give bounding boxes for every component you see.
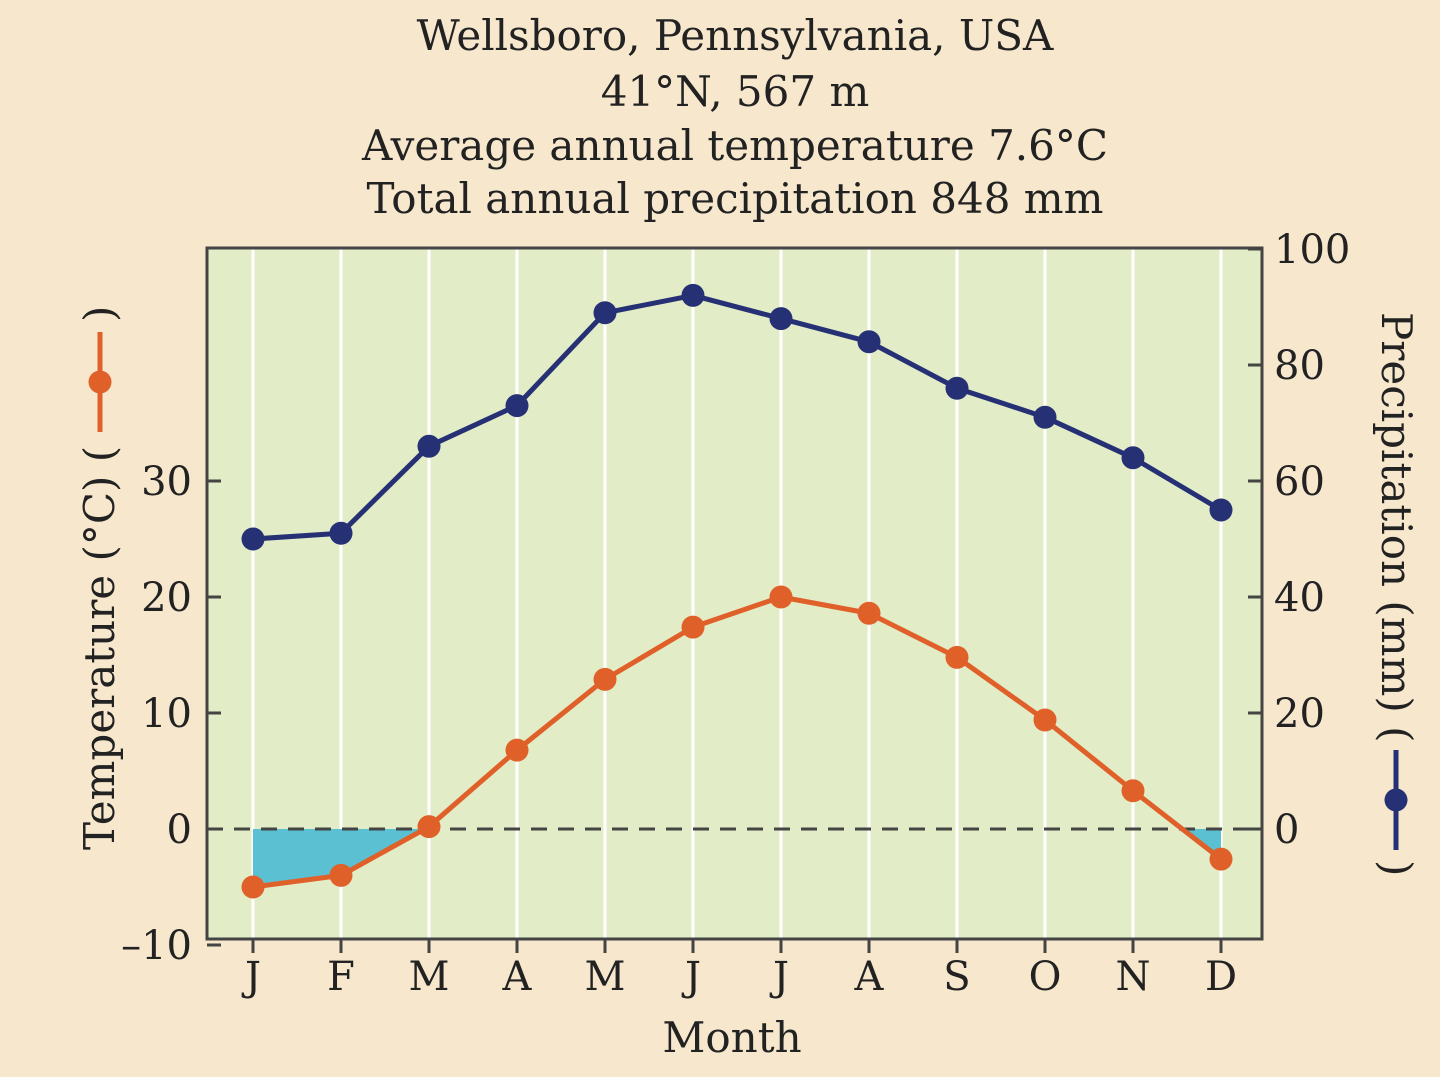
month-gridlines [251,248,1223,939]
precipitation-point-4 [505,394,529,418]
x-tick-label-1: J [241,954,261,1000]
plot-frame [205,246,1264,941]
temperature-point-12 [1209,847,1233,871]
precipitation-line [252,292,1223,542]
right-tick-label-2: 20 [1274,691,1325,737]
x-tick-label-7: J [769,954,789,1000]
x-tick-label-11: N [1116,954,1151,1000]
x-tick-label-9: S [943,954,970,1000]
precipitation-point-12 [1209,498,1233,522]
temperature-point-5 [593,667,617,691]
left-axis-label: Temperature (°C) ( [75,446,124,850]
temperature-point-4 [505,738,529,762]
right-tick-label-6: 100 [1274,227,1350,273]
title-line-3: Average annual temperature 7.6°C [361,121,1108,170]
precipitation-point-7 [769,307,793,331]
x-tick-label-8: A [854,954,885,1000]
right-tick-label-3: 40 [1274,575,1325,621]
temperature-point-1 [241,875,265,899]
precipitation-point-2 [329,521,353,545]
frost-area-1 [253,829,425,887]
left-tick-label-2: 0 [167,807,192,853]
temperature-point-11 [1121,779,1145,803]
left-axis-label-group: Temperature (°C) () [75,306,124,850]
plot-area [207,248,1262,939]
temperature-point-2 [329,863,353,887]
left-tick-label-3: 10 [141,691,192,737]
temperature-axis: –10 0 10 20 30 [121,459,221,969]
title-line-2: 41°N, 567 m [601,67,870,116]
x-tick-label-3: M [409,954,450,1000]
x-tick-label-2: F [327,954,355,1000]
title-line-1: Wellsboro, Pennsylvania, USA [417,11,1054,60]
temperature-point-3 [417,815,441,839]
precipitation-point-1 [241,527,265,551]
left-tick-label-5: 30 [141,459,192,505]
right-tick-label-5: 80 [1274,343,1325,389]
precipitation-axis: 0 20 40 60 80 100 [1248,227,1350,853]
x-tick-label-12: D [1205,954,1237,1000]
title-line-4: Total annual precipitation 848 mm [367,174,1104,223]
precipitation-point-10 [1033,405,1057,429]
precipitation-legend-marker [1384,788,1408,812]
temperature-legend-marker [88,370,112,394]
precipitation-point-9 [945,376,969,400]
right-tick-label-1: 0 [1274,807,1299,853]
left-tick-label-4: 20 [141,575,192,621]
right-axis-label-group: Precipitation (mm) () [1372,312,1421,876]
temperature-point-8 [857,601,881,625]
right-axis-label-close: ) [1372,860,1421,876]
x-tick-label-5: M [585,954,626,1000]
precipitation-point-5 [593,301,617,325]
x-tick-label-10: O [1029,954,1062,1000]
left-tick-label-1: –10 [121,923,192,969]
precipitation-point-3 [417,434,441,458]
precipitation-point-6 [681,283,705,307]
right-axis-label: Precipitation (mm) ( [1372,312,1421,743]
temperature-point-9 [945,645,969,669]
temperature-point-6 [681,615,705,639]
precipitation-point-8 [857,330,881,354]
temperature-point-7 [769,585,793,609]
x-axis-label: Month [662,1013,801,1062]
chart-title: Wellsboro, Pennsylvania, USA 41°N, 567 m A… [361,11,1108,223]
x-tick-label-6: J [681,954,701,1000]
precipitation-point-11 [1121,446,1145,470]
temperature-point-10 [1033,708,1057,732]
right-tick-label-4: 60 [1274,459,1325,505]
left-axis-label-close: ) [75,306,124,322]
data-series [241,283,1233,899]
x-tick-label-4: A [502,954,533,1000]
temperature-line [252,594,1223,890]
